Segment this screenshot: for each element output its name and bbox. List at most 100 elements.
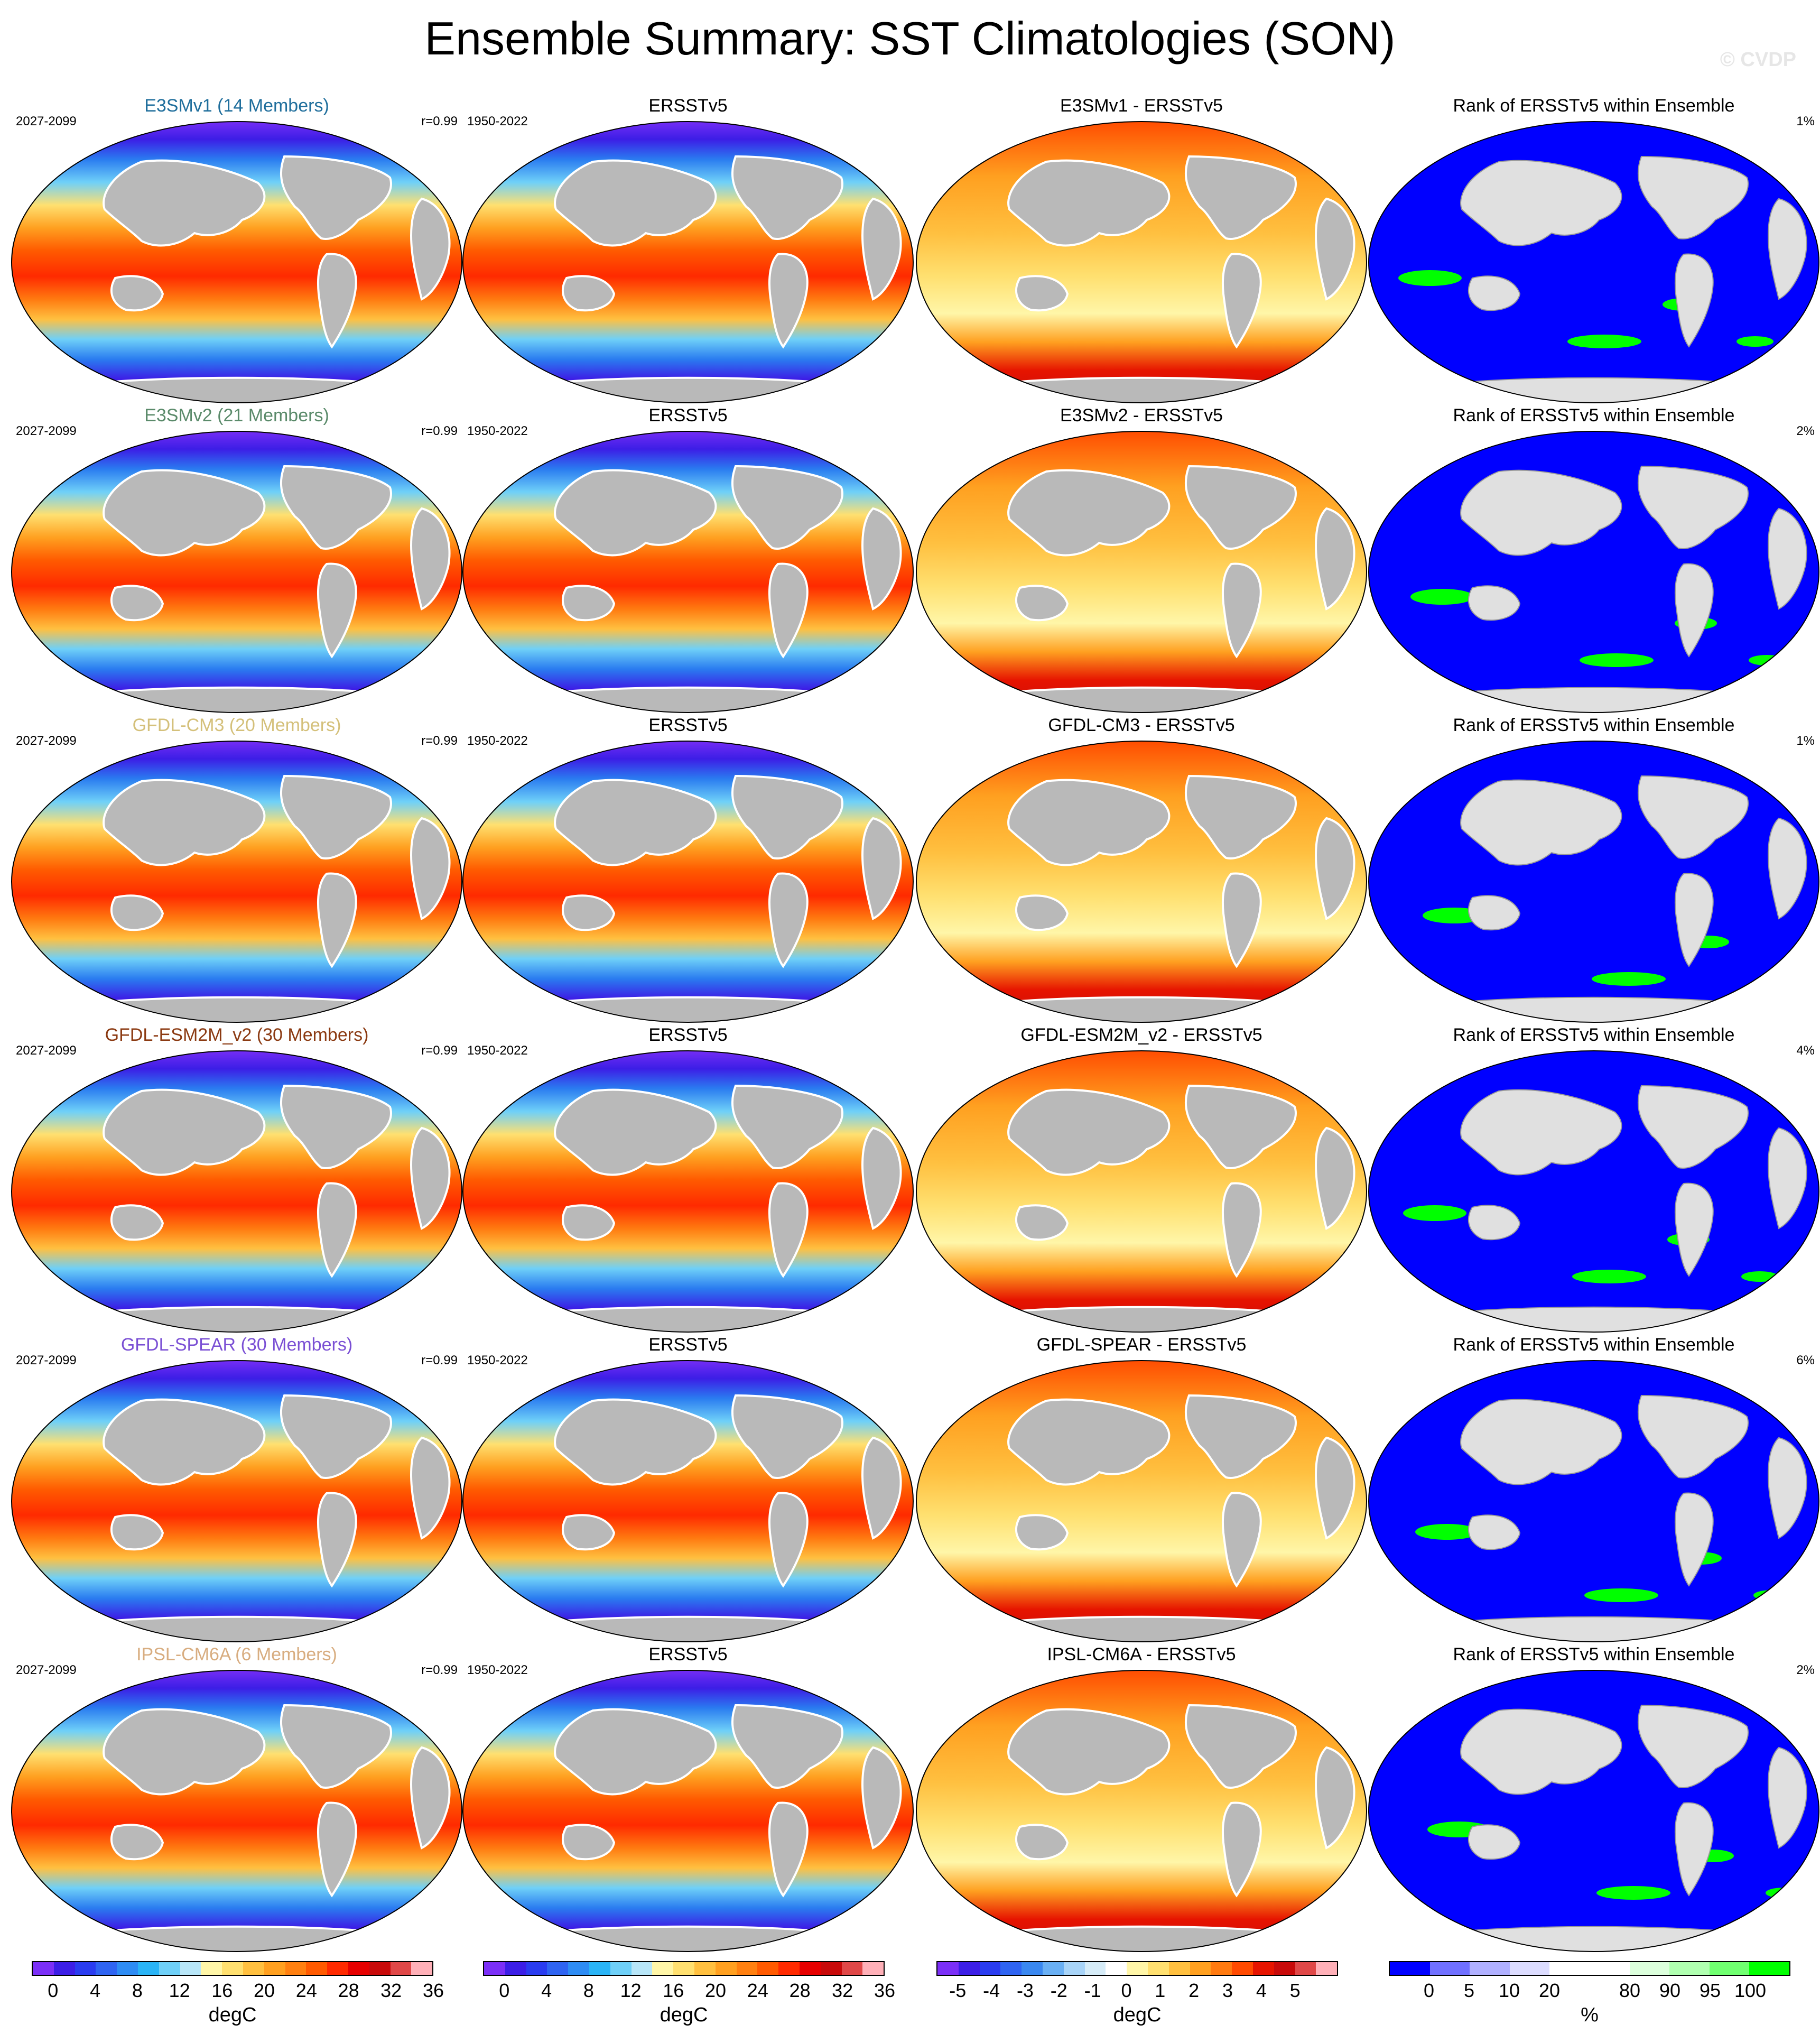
land-mass [88,376,385,403]
panel-stat: r=0.99 [421,734,458,748]
land-mass [1015,1824,1069,1861]
map-border [11,121,462,403]
observed-climatology-panel: ERSSTv5 1950-2022 [461,715,915,1024]
difference-panel: GFDL-CM3 - ERSSTv5 [914,715,1369,1024]
colorbar-tick-label: 8 [583,1980,594,2001]
land-mass [554,1398,717,1486]
colorbar-swatch [222,1962,243,1975]
colorbar-swatch [1232,1962,1253,1975]
land-mass [317,1492,357,1588]
sst-field [12,431,462,713]
colorbar-tick-label: 4 [1256,1980,1267,2001]
map-border [11,741,462,1023]
land-mass [1184,465,1297,550]
panel-stat: r=0.99 [421,1353,458,1367]
land-mass [1007,1708,1171,1796]
difference-panel: IPSL-CM6A - ERSSTv5 [914,1644,1369,1954]
land-mass [861,197,902,301]
map-sst [10,429,464,715]
colorbar-tick-label: 10 [1498,1980,1520,2001]
map-border [11,431,462,713]
land-mass [1468,585,1521,621]
land-mass [861,1436,902,1540]
map-diff [914,429,1369,715]
difference-field [916,1361,1367,1642]
colorbar-swatch [411,1962,433,1975]
land-mass [1007,469,1171,557]
sst-field [12,1051,462,1332]
colorbar-swatch [264,1962,285,1975]
colorbar-swatch [841,1962,863,1975]
rank-ocean-field [1369,122,1819,403]
land-mass [103,159,266,247]
colorbar-tick-label: 24 [747,1980,768,2001]
colorbar-swatch [369,1962,391,1975]
colorbar: 0 5 10 20 80 90 95 100% [1389,1961,1790,2035]
map-rank [1367,1358,1820,1644]
panel-stat: 1% [1796,114,1815,128]
panel-title: Rank of ERSSTv5 within Ensemble [1453,1025,1735,1045]
colorbar-tick-label: 16 [663,1980,684,2001]
rank-ocean-field [1369,1051,1819,1332]
observed-climatology-panel: ERSSTv5 1950-2022 [461,1334,915,1644]
colorbar-swatch [589,1962,610,1975]
colorbar-swatch [1168,1962,1190,1975]
land-mass [410,817,451,920]
land-mass [1674,563,1714,658]
map-sst [461,1668,915,1954]
rank-highlight-patch [1572,1270,1646,1283]
rank-highlight-patch [1761,974,1798,984]
panel-title: Rank of ERSSTv5 within Ensemble [1453,715,1735,735]
land-mass [88,686,385,713]
land-mass [1460,1399,1622,1485]
map-rank [1367,1049,1820,1334]
panel-title: ERSSTv5 [648,1335,728,1355]
land-mass [1460,469,1622,556]
land-mass [554,1708,717,1796]
map-diff [914,1358,1369,1644]
map-border [916,1670,1367,1952]
land-mass [280,465,392,550]
land-mass [1445,687,1742,713]
land-mass [1184,774,1297,859]
colorbar-swatches [483,1961,885,1976]
colorbar-swatch [137,1962,159,1975]
observed-climatology-panel: ERSSTv5 1950-2022 [461,95,915,405]
land-mass [1674,1182,1714,1277]
colorbar-swatch [348,1962,369,1975]
colorbar-swatch [484,1962,505,1975]
colorbar-swatch [1127,1962,1148,1975]
land-mass [1468,895,1521,931]
rank-panel: Rank of ERSSTv5 within Ensemble 6% [1367,1334,1820,1644]
colorbar-swatch [958,1962,980,1975]
land-mass [861,1126,902,1230]
map-sst [461,429,915,715]
colorbar: -5 -4 -3 -2 -1 0 1 2 3 4 5 degC [936,1961,1338,2035]
land-mass [1015,894,1069,931]
land-mass [540,996,837,1022]
panel-period: 2027-2099 [16,1043,77,1058]
map-border [1368,1360,1819,1642]
land-mass [1314,817,1355,920]
difference-field [916,1670,1367,1952]
colorbar-units: degC [1113,2004,1162,2026]
colorbar-swatch [1190,1962,1211,1975]
panel-period: 2027-2099 [16,114,77,128]
colorbar-swatch [757,1962,779,1975]
colorbar-tick-label: 2 [1188,1980,1200,2001]
land-mass [88,1306,385,1332]
panel-stat: r=0.99 [421,424,458,438]
land-mass [110,1824,164,1861]
land-mass [1637,775,1749,859]
panel-period: 1950-2022 [467,114,528,128]
land-mass [1674,873,1714,967]
land-mass [1637,1394,1749,1478]
land-mass [1314,1126,1355,1230]
sst-field [463,1361,913,1642]
colorbar-swatch [96,1962,117,1975]
land-mass [1184,1084,1297,1169]
colorbar-tick-label: 24 [295,1980,317,2001]
map-diff [914,739,1369,1024]
panel-title: ERSSTv5 [648,96,728,116]
panel-title: IPSL-CM6A (6 Members) [136,1644,337,1665]
